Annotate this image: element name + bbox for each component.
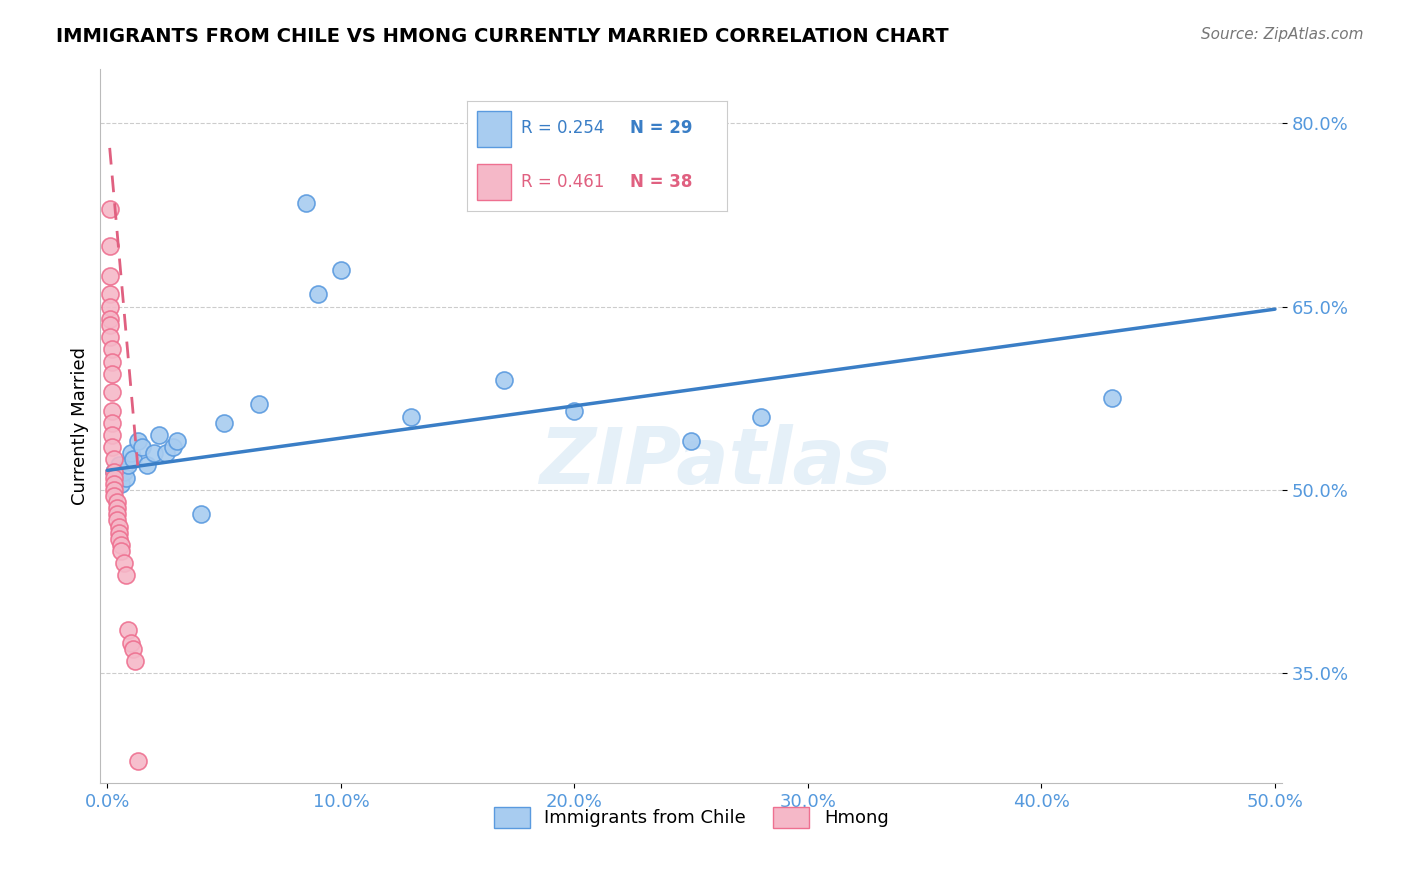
Point — [98, 238, 121, 252]
Point — [127, 754, 149, 768]
Point — [399, 409, 422, 424]
Point — [108, 525, 131, 540]
Point — [247, 397, 270, 411]
Point — [98, 287, 121, 301]
Point — [120, 446, 142, 460]
Point — [494, 373, 516, 387]
Point — [115, 471, 138, 485]
Point — [105, 508, 128, 522]
Point — [190, 508, 212, 522]
Point — [98, 330, 121, 344]
Point — [101, 343, 124, 357]
Point — [101, 367, 124, 381]
Point — [564, 403, 586, 417]
Point — [105, 495, 128, 509]
Point — [105, 513, 128, 527]
Point — [115, 568, 138, 582]
Point — [103, 471, 125, 485]
Point — [101, 403, 124, 417]
Legend: Immigrants from Chile, Hmong: Immigrants from Chile, Hmong — [486, 799, 896, 835]
Point — [101, 440, 124, 454]
Point — [98, 318, 121, 332]
Point — [117, 458, 139, 473]
Point — [101, 416, 124, 430]
Point — [103, 489, 125, 503]
Point — [108, 519, 131, 533]
Point — [108, 458, 131, 473]
Point — [103, 452, 125, 467]
Point — [98, 269, 121, 284]
Point — [120, 635, 142, 649]
Point — [103, 465, 125, 479]
Point — [108, 532, 131, 546]
Point — [212, 416, 235, 430]
Point — [155, 446, 177, 460]
Point — [136, 458, 159, 473]
Point — [122, 452, 145, 467]
Y-axis label: Currently Married: Currently Married — [72, 347, 89, 505]
Point — [98, 300, 121, 314]
Point — [1101, 392, 1123, 406]
Point — [131, 440, 153, 454]
Point — [110, 476, 132, 491]
Point — [112, 465, 135, 479]
Point — [681, 434, 703, 448]
Point — [295, 195, 318, 210]
Point — [101, 385, 124, 400]
Point — [98, 202, 121, 216]
Point — [101, 428, 124, 442]
Point — [103, 483, 125, 497]
Point — [101, 354, 124, 368]
Point — [143, 446, 166, 460]
Point — [329, 263, 352, 277]
Point — [110, 544, 132, 558]
Point — [105, 501, 128, 516]
Point — [307, 287, 329, 301]
Point — [108, 471, 131, 485]
Point — [112, 556, 135, 570]
Point — [98, 312, 121, 326]
Point — [117, 624, 139, 638]
Point — [103, 476, 125, 491]
Point — [166, 434, 188, 448]
Point — [110, 538, 132, 552]
Point — [103, 465, 125, 479]
Point — [122, 641, 145, 656]
Point — [124, 654, 146, 668]
Point — [162, 440, 184, 454]
Point — [148, 428, 170, 442]
Text: Source: ZipAtlas.com: Source: ZipAtlas.com — [1201, 27, 1364, 42]
Text: ZIPatlas: ZIPatlas — [538, 424, 891, 500]
Point — [127, 434, 149, 448]
Text: IMMIGRANTS FROM CHILE VS HMONG CURRENTLY MARRIED CORRELATION CHART: IMMIGRANTS FROM CHILE VS HMONG CURRENTLY… — [56, 27, 949, 45]
Point — [749, 409, 772, 424]
